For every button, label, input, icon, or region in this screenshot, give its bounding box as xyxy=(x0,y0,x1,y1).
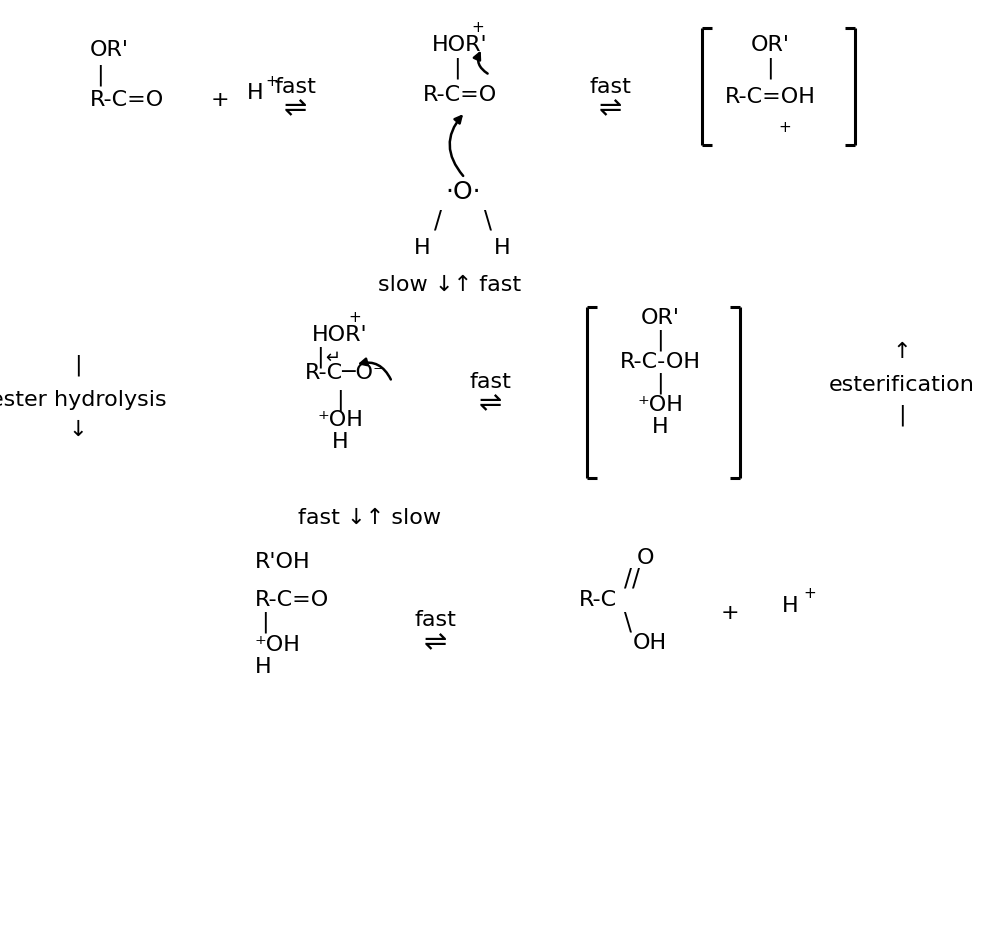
Text: ⁺OH: ⁺OH xyxy=(637,395,683,415)
Text: \: \ xyxy=(624,610,632,634)
Text: esterification: esterification xyxy=(830,375,975,395)
Text: fast: fast xyxy=(589,77,631,97)
Text: |: | xyxy=(454,57,461,79)
Text: O: O xyxy=(637,548,653,568)
Text: |: | xyxy=(261,611,269,633)
Text: R'OH: R'OH xyxy=(255,552,311,572)
Text: R-C: R-C xyxy=(579,590,617,610)
Text: R-C=O: R-C=O xyxy=(255,590,330,610)
Text: H: H xyxy=(781,596,798,616)
Text: +: + xyxy=(471,21,484,35)
Text: +: + xyxy=(266,74,278,89)
Text: H: H xyxy=(247,83,264,103)
Text: +: + xyxy=(804,586,817,601)
Text: |: | xyxy=(898,405,906,426)
Text: HOR': HOR' xyxy=(312,325,368,345)
Text: fast ↓↑ slow: fast ↓↑ slow xyxy=(298,508,442,528)
Text: R-C=OH: R-C=OH xyxy=(724,87,816,107)
Text: ester hydrolysis: ester hydrolysis xyxy=(0,390,166,410)
Text: R-C-OH: R-C-OH xyxy=(620,352,701,372)
Text: |: | xyxy=(656,330,664,351)
Text: |: | xyxy=(316,346,324,368)
Text: ⇌: ⇌ xyxy=(283,94,307,122)
Text: |: | xyxy=(767,57,773,79)
Text: OR': OR' xyxy=(641,308,680,328)
Text: +: + xyxy=(720,603,739,623)
Text: H: H xyxy=(494,238,511,258)
Text: ↵: ↵ xyxy=(326,349,340,367)
Text: OR': OR' xyxy=(751,35,789,55)
Text: OR': OR' xyxy=(90,40,129,60)
Text: +: + xyxy=(778,121,791,136)
Text: R-C─O⁻: R-C─O⁻ xyxy=(305,363,386,383)
Text: +: + xyxy=(211,90,229,110)
Text: ⇌: ⇌ xyxy=(423,628,447,656)
Text: fast: fast xyxy=(469,372,511,392)
Text: slow ↓↑ fast: slow ↓↑ fast xyxy=(379,275,522,295)
Text: +: + xyxy=(348,311,361,326)
Text: H: H xyxy=(255,657,272,677)
Text: |: | xyxy=(74,354,82,376)
Text: |: | xyxy=(656,372,664,393)
Text: ⇌: ⇌ xyxy=(598,94,622,122)
Text: //: // xyxy=(624,566,640,590)
Text: fast: fast xyxy=(414,610,456,630)
Text: ⋅O⋅: ⋅O⋅ xyxy=(445,180,481,204)
Text: H: H xyxy=(332,432,348,452)
Text: OH: OH xyxy=(633,633,667,653)
Text: H: H xyxy=(413,238,430,258)
Text: \: \ xyxy=(484,208,492,232)
Text: R-C=O: R-C=O xyxy=(423,85,497,105)
Text: ⁺OH: ⁺OH xyxy=(255,635,301,655)
Text: ⇌: ⇌ xyxy=(478,389,502,417)
Text: |: | xyxy=(96,65,104,86)
Text: |: | xyxy=(337,390,343,410)
Text: ⁺OH: ⁺OH xyxy=(317,410,363,430)
Text: ↓: ↓ xyxy=(69,420,88,440)
Text: H: H xyxy=(651,417,668,437)
Text: ↑: ↑ xyxy=(892,342,911,362)
Text: fast: fast xyxy=(275,77,316,97)
Text: HOR': HOR' xyxy=(432,35,488,55)
Text: R-C=O: R-C=O xyxy=(90,90,164,110)
Text: /: / xyxy=(434,208,442,232)
